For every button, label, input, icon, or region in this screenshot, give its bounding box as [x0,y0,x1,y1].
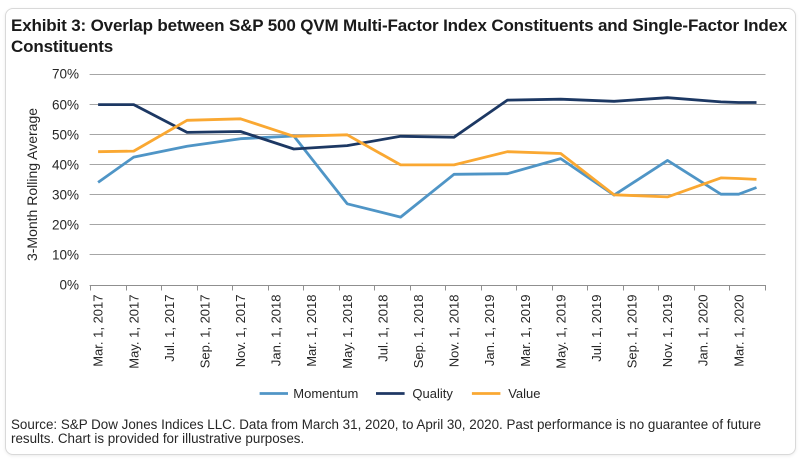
svg-text:Value: Value [508,386,540,401]
svg-text:Mar. 1, 2019: Mar. 1, 2019 [518,295,533,367]
svg-text:Nov. 1, 2018: Nov. 1, 2018 [447,295,462,368]
svg-text:Jul. 1, 2019: Jul. 1, 2019 [589,295,604,362]
svg-text:10%: 10% [52,248,79,263]
svg-text:20%: 20% [52,218,79,233]
svg-text:Mar. 1, 2017: Mar. 1, 2017 [91,295,106,367]
svg-text:30%: 30% [52,188,79,203]
svg-text:Jan. 1, 2018: Jan. 1, 2018 [269,295,284,367]
svg-text:70%: 70% [52,67,79,82]
svg-text:Nov. 1, 2019: Nov. 1, 2019 [660,295,675,368]
svg-text:Jul. 1, 2018: Jul. 1, 2018 [375,295,390,362]
svg-text:Jan. 1, 2020: Jan. 1, 2020 [696,295,711,367]
svg-text:Quality: Quality [412,386,453,401]
svg-text:60%: 60% [52,98,79,113]
svg-text:May. 1, 2017: May. 1, 2017 [126,295,141,369]
svg-text:May. 1, 2018: May. 1, 2018 [340,295,355,369]
svg-text:40%: 40% [52,158,79,173]
svg-text:Mar. 1, 2020: Mar. 1, 2020 [731,295,746,367]
svg-text:May. 1, 2019: May. 1, 2019 [553,295,568,369]
svg-text:Jul. 1, 2017: Jul. 1, 2017 [162,295,177,362]
svg-text:Nov. 1, 2017: Nov. 1, 2017 [233,295,248,368]
svg-text:Momentum: Momentum [293,386,358,401]
svg-text:3-Month Rolling Average: 3-Month Rolling Average [24,108,40,261]
svg-text:50%: 50% [52,128,79,143]
svg-text:Sep. 1, 2018: Sep. 1, 2018 [411,295,426,369]
svg-text:Sep. 1, 2017: Sep. 1, 2017 [198,295,213,369]
svg-text:Sep. 1, 2019: Sep. 1, 2019 [625,295,640,369]
svg-text:Mar. 1, 2018: Mar. 1, 2018 [304,295,319,367]
svg-text:Jan. 1, 2019: Jan. 1, 2019 [482,295,497,367]
svg-text:0%: 0% [59,278,79,293]
